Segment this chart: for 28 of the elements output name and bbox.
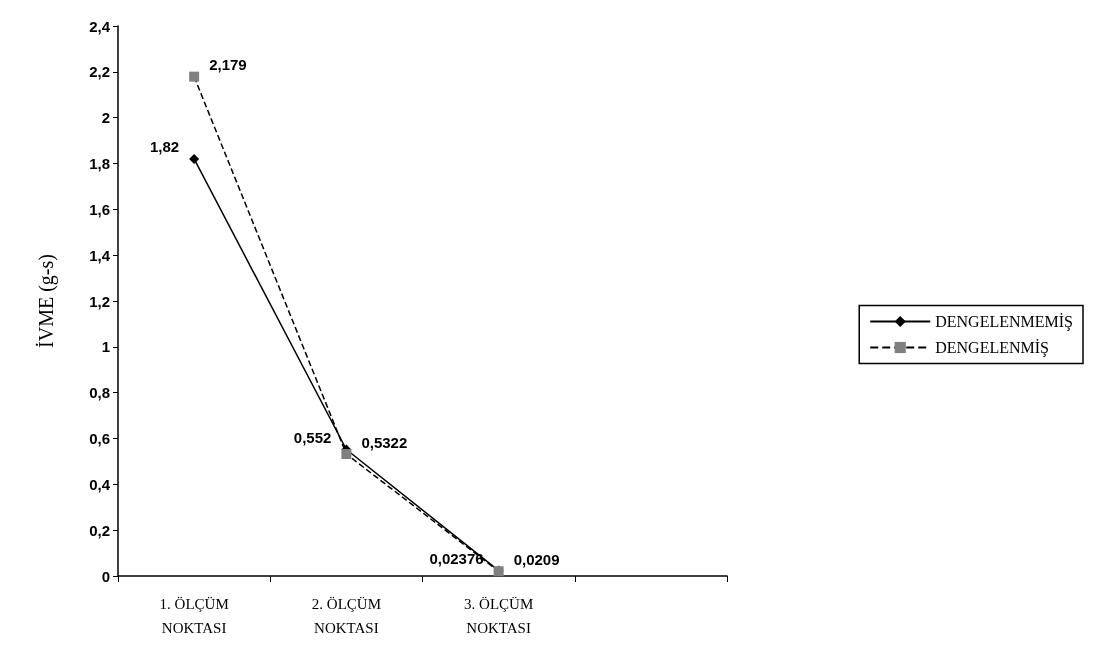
y-tick-label: 0,2 <box>89 521 110 539</box>
x-tick-label: 1. ÖLÇÜM NOKTASI <box>159 596 229 636</box>
y-tick-label: 1,8 <box>89 155 110 172</box>
x-tick-label: 3. ÖLÇÜM NOKTASI <box>464 596 534 636</box>
y-tick-label: 2 <box>101 109 110 127</box>
data-label: 0,0209 <box>513 550 560 568</box>
y-tick-label: 2,4 <box>89 17 111 35</box>
y-tick-label: 0,4 <box>89 475 111 493</box>
legend-label: DENGELENMEMİŞ <box>935 313 1073 331</box>
y-tick-label: 0 <box>101 567 110 585</box>
data-label: 0,5322 <box>361 433 408 451</box>
data-label: 1,82 <box>149 138 180 156</box>
y-tick-label: 0,6 <box>89 430 110 447</box>
y-tick-label: 0,8 <box>89 384 110 402</box>
data-label: 0,02376 <box>429 550 484 568</box>
data-label: 0,552 <box>293 429 332 446</box>
y-tick-label: 2,2 <box>89 63 110 81</box>
y-axis-title: İVME (g-s) <box>35 254 58 348</box>
y-tick-label: 1 <box>101 338 110 356</box>
legend-label: DENGELENMİŞ <box>935 339 1049 357</box>
data-label: 2,179 <box>209 56 247 74</box>
point <box>341 449 352 460</box>
point <box>189 71 200 82</box>
y-tick-label: 1,4 <box>89 246 111 264</box>
y-tick-label: 1,2 <box>89 292 110 310</box>
x-tick-label: 2. ÖLÇÜM NOKTASI <box>311 596 381 636</box>
point <box>189 153 200 164</box>
y-tick-label: 1,6 <box>89 200 110 218</box>
